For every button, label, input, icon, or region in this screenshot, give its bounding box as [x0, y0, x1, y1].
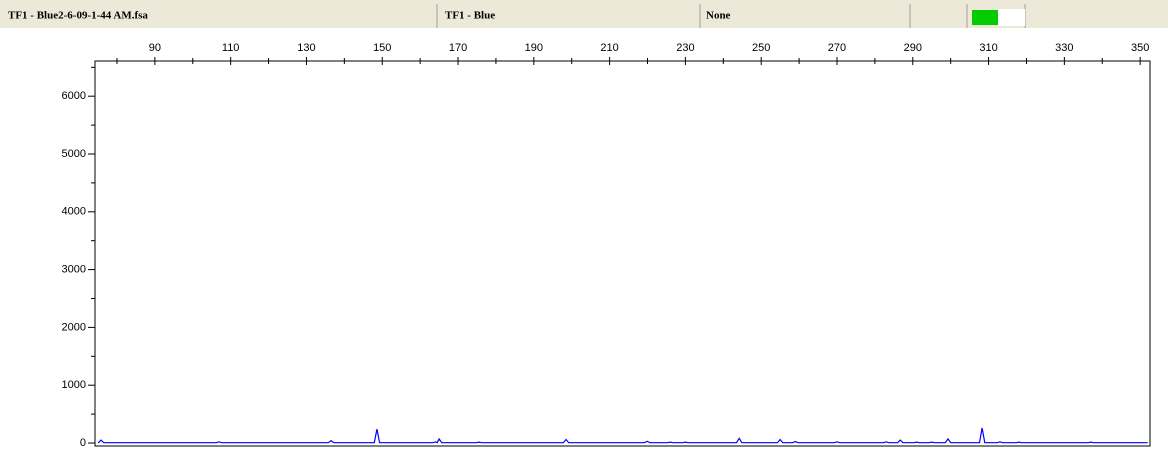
x-tick-label: 250	[752, 42, 770, 54]
dye-name: TF1 - Blue	[445, 10, 495, 22]
y-tick-label: 5000	[62, 148, 86, 160]
y-tick-label: 0	[80, 437, 86, 449]
file-name: TF1 - Blue2-6-09-1-44 AM.fsa	[8, 10, 148, 22]
x-tick-label: 170	[449, 42, 467, 54]
y-tick-label: 3000	[62, 264, 86, 276]
y-tick-label: 6000	[62, 90, 86, 102]
x-tick-label: 310	[979, 42, 997, 54]
x-tick-label: 130	[297, 42, 315, 54]
x-tick-label: 190	[525, 42, 543, 54]
x-tick-label: 210	[600, 42, 618, 54]
x-tick-label: 90	[149, 42, 161, 54]
x-tick-label: 110	[222, 42, 240, 54]
trace	[97, 427, 1148, 444]
plot-frame	[94, 60, 1151, 447]
size-standard: None	[706, 10, 731, 22]
color-swatch[interactable]	[972, 10, 998, 25]
x-tick-label: 150	[373, 42, 391, 54]
x-tick-label: 230	[676, 42, 694, 54]
x-tick-label: 330	[1055, 42, 1073, 54]
header-bar: TF1 - Blue2-6-09-1-44 AM.fsa TF1 - Blue …	[0, 0, 1168, 28]
x-tick-label: 270	[828, 42, 846, 54]
x-tick-label: 350	[1131, 42, 1149, 54]
y-tick-label: 2000	[62, 321, 86, 333]
x-tick-label: 290	[904, 42, 922, 54]
y-tick-label: 4000	[62, 206, 86, 218]
color-box	[998, 9, 1025, 26]
y-tick-label: 1000	[62, 379, 86, 391]
